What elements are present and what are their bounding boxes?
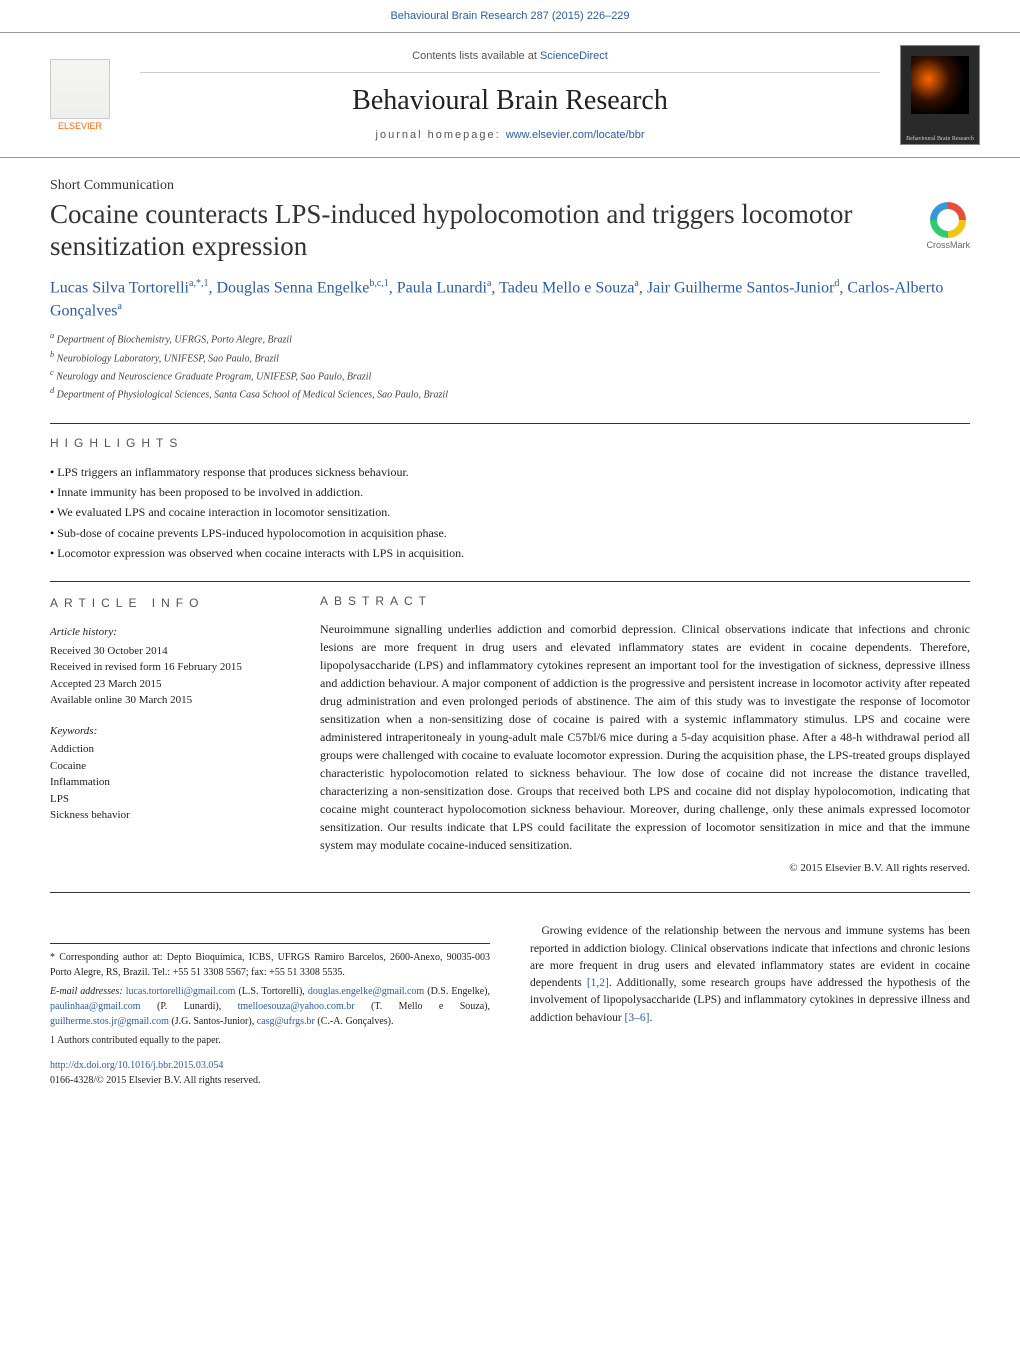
- contents-line: Contents lists available at ScienceDirec…: [140, 50, 880, 73]
- author-sup: a,*,1: [189, 278, 208, 289]
- history-line: Received in revised form 16 February 201…: [50, 659, 280, 676]
- abstract-heading: ABSTRACT: [320, 594, 970, 608]
- abstract-copyright: © 2015 Elsevier B.V. All rights reserved…: [320, 862, 970, 874]
- email-link[interactable]: guilherme.stos.jr@gmail.com: [50, 1016, 169, 1027]
- article-type: Short Communication: [50, 178, 970, 194]
- affiliation: a Department of Biochemistry, UFRGS, Por…: [50, 330, 970, 347]
- author-sup: a: [118, 301, 122, 312]
- crossmark-icon: [930, 202, 966, 238]
- body-paragraph: Growing evidence of the relationship bet…: [530, 923, 970, 1027]
- affiliation: d Department of Physiological Sciences, …: [50, 385, 970, 402]
- article-body: Short Communication Cocaine counteracts …: [0, 158, 1020, 1118]
- keywords-label: Keywords:: [50, 723, 280, 740]
- keywords-block: Keywords: AddictionCocaineInflammationLP…: [50, 723, 280, 824]
- section-rule: [50, 423, 970, 424]
- history-block: Article history: Received 30 October 201…: [50, 624, 280, 709]
- affiliation: b Neurobiology Laboratory, UNIFESP, Sao …: [50, 349, 970, 366]
- article-info: ARTICLE INFO Article history: Received 3…: [50, 594, 280, 874]
- masthead: ELSEVIER Contents lists available at Sci…: [0, 32, 1020, 158]
- elsevier-tree-icon: [50, 59, 110, 119]
- email-link[interactable]: casg@ufrgs.br: [257, 1016, 315, 1027]
- email-link[interactable]: douglas.engelke@gmail.com: [308, 986, 424, 997]
- equal-contribution: 1 Authors contributed equally to the pap…: [50, 1033, 490, 1048]
- elsevier-label: ELSEVIER: [58, 121, 102, 131]
- journal-cover-thumb: Behavioural Brain Research: [900, 45, 980, 145]
- emails: E-mail addresses: lucas.tortorelli@gmail…: [50, 984, 490, 1029]
- author-sup: a: [634, 278, 638, 289]
- body-text: .: [649, 1012, 652, 1024]
- abstract-column: ABSTRACT Neuroimmune signalling underlie…: [320, 594, 970, 874]
- homepage-prefix: journal homepage:: [376, 129, 506, 141]
- affiliation: c Neurology and Neuroscience Graduate Pr…: [50, 367, 970, 384]
- contents-prefix: Contents lists available at: [412, 50, 540, 62]
- history-label: Article history:: [50, 624, 280, 641]
- highlight-item: LPS triggers an inflammatory response th…: [50, 462, 970, 482]
- email-who: (P. Lunardi): [157, 1001, 219, 1012]
- history-line: Available online 30 March 2015: [50, 692, 280, 709]
- highlight-item: Innate immunity has been proposed to be …: [50, 482, 970, 502]
- author: Douglas Senna Engelke: [216, 279, 369, 296]
- homepage-link[interactable]: www.elsevier.com/locate/bbr: [506, 129, 645, 141]
- left-column: * Corresponding author at: Depto Bioquím…: [50, 923, 490, 1088]
- email-who: (D.S. Engelke): [427, 986, 487, 997]
- author-sup: a: [487, 278, 491, 289]
- email-who: (J.G. Santos-Junior): [171, 1016, 251, 1027]
- crossmark-label: CrossMark: [926, 240, 970, 250]
- author-sup: d: [834, 278, 839, 289]
- author: Paula Lunardi: [397, 279, 487, 296]
- article-info-heading: ARTICLE INFO: [50, 594, 280, 612]
- crossmark-badge[interactable]: CrossMark: [926, 202, 970, 250]
- author: Jair Guilherme Santos-Junior: [647, 279, 835, 296]
- author-sup: b,c,1: [369, 278, 388, 289]
- highlights-list: LPS triggers an inflammatory response th…: [50, 462, 970, 564]
- email-link[interactable]: lucas.tortorelli@gmail.com: [126, 986, 236, 997]
- highlights-heading: HIGHLIGHTS: [50, 436, 970, 450]
- doi-link[interactable]: http://dx.doi.org/10.1016/j.bbr.2015.03.…: [50, 1060, 223, 1071]
- highlight-item: We evaluated LPS and cocaine interaction…: [50, 502, 970, 522]
- highlight-item: Locomotor expression was observed when c…: [50, 543, 970, 563]
- title-row: Cocaine counteracts LPS-induced hypoloco…: [50, 198, 970, 263]
- history-line: Accepted 23 March 2015: [50, 676, 280, 693]
- body-columns: * Corresponding author at: Depto Bioquím…: [50, 923, 970, 1088]
- section-rule: [50, 892, 970, 893]
- corresponding-author: * Corresponding author at: Depto Bioquím…: [50, 950, 490, 980]
- keyword: LPS: [50, 791, 280, 808]
- citation-link[interactable]: [3–6]: [625, 1012, 650, 1024]
- homepage-line: journal homepage: www.elsevier.com/locat…: [140, 129, 880, 141]
- info-abstract-row: ARTICLE INFO Article history: Received 3…: [50, 594, 970, 874]
- authors: Lucas Silva Tortorellia,*,1, Douglas Sen…: [50, 277, 970, 322]
- abstract-text: Neuroimmune signalling underlies addicti…: [320, 620, 970, 854]
- right-column: Growing evidence of the relationship bet…: [530, 923, 970, 1088]
- author: Tadeu Mello e Souza: [499, 279, 634, 296]
- history-line: Received 30 October 2014: [50, 643, 280, 660]
- highlight-item: Sub-dose of cocaine prevents LPS-induced…: [50, 523, 970, 543]
- email-link[interactable]: tmelloesouza@yahoo.com.br: [238, 1001, 355, 1012]
- author: Lucas Silva Tortorelli: [50, 279, 189, 296]
- email-who: (L.S. Tortorelli): [238, 986, 302, 997]
- citation-link[interactable]: [1,2]: [587, 977, 609, 989]
- journal-title: Behavioural Brain Research: [140, 85, 880, 117]
- affiliations: a Department of Biochemistry, UFRGS, Por…: [50, 330, 970, 402]
- keyword: Cocaine: [50, 758, 280, 775]
- section-rule: [50, 581, 970, 582]
- issn-copyright: 0166-4328/© 2015 Elsevier B.V. All right…: [50, 1075, 260, 1086]
- elsevier-logo: ELSEVIER: [40, 50, 120, 140]
- running-head: Behavioural Brain Research 287 (2015) 22…: [0, 0, 1020, 32]
- sciencedirect-link[interactable]: ScienceDirect: [540, 50, 608, 62]
- masthead-center: Contents lists available at ScienceDirec…: [140, 50, 880, 141]
- email-who: (C.-A. Gonçalves): [317, 1016, 391, 1027]
- doi-block: http://dx.doi.org/10.1016/j.bbr.2015.03.…: [50, 1058, 490, 1088]
- email-who: (T. Mello e Souza): [371, 1001, 488, 1012]
- keyword: Inflammation: [50, 774, 280, 791]
- keyword: Addiction: [50, 741, 280, 758]
- cover-label: Behavioural Brain Research: [901, 136, 979, 142]
- footnotes: * Corresponding author at: Depto Bioquím…: [50, 943, 490, 1088]
- keyword: Sickness behavior: [50, 807, 280, 824]
- email-link[interactable]: paulinhaa@gmail.com: [50, 1001, 141, 1012]
- emails-label: E-mail addresses:: [50, 986, 126, 997]
- article-title: Cocaine counteracts LPS-induced hypoloco…: [50, 198, 906, 263]
